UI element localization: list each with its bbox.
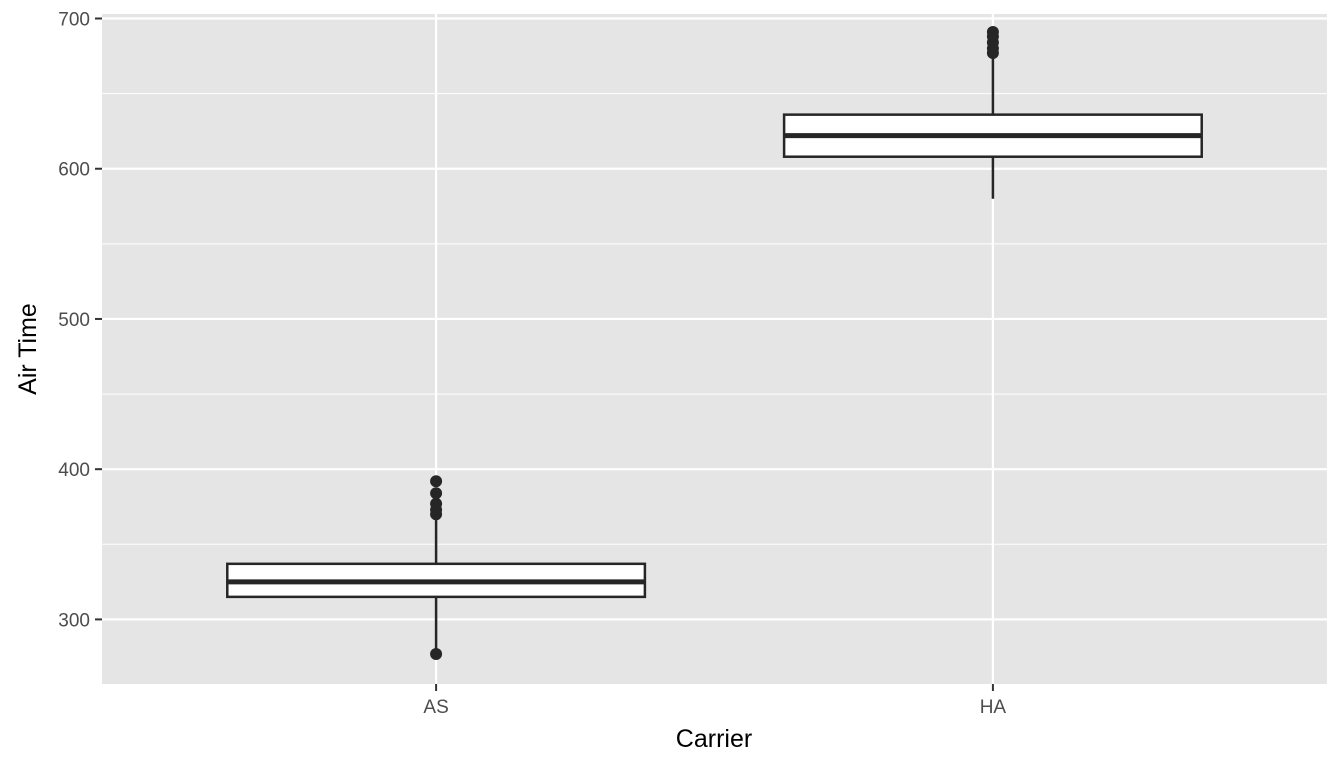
x-axis-title: Carrier bbox=[676, 725, 752, 753]
y-axis-title: Air Time bbox=[14, 303, 42, 395]
y-tick-label: 300 bbox=[58, 610, 90, 631]
x-tick-label: HA bbox=[980, 697, 1007, 718]
y-axis-ticks: 300 400 500 600 700 bbox=[58, 10, 102, 631]
outlier-point bbox=[430, 487, 443, 500]
y-tick-label: 400 bbox=[58, 460, 90, 481]
y-tick-label: 500 bbox=[58, 310, 90, 331]
outlier-point bbox=[430, 647, 443, 660]
outlier-point bbox=[430, 475, 443, 488]
x-tick-label: AS bbox=[423, 697, 448, 718]
box-ha bbox=[782, 26, 1203, 199]
outlier-point bbox=[430, 497, 443, 510]
y-tick-label: 600 bbox=[58, 160, 90, 181]
box-as bbox=[226, 475, 647, 660]
y-tick-label: 700 bbox=[58, 10, 90, 31]
x-axis-ticks: AS HA bbox=[423, 684, 1006, 718]
box-series bbox=[226, 26, 1203, 660]
outlier-point bbox=[986, 26, 999, 39]
